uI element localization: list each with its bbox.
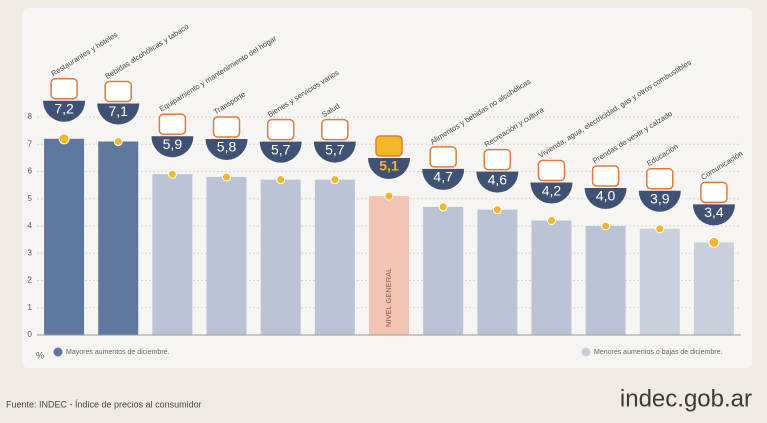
value-label: 4,7	[433, 169, 453, 185]
legend-swatch	[53, 347, 63, 357]
value-badge	[151, 136, 194, 158]
value-label: 4,6	[488, 171, 508, 187]
source: Fuente: INDEC - Índice de precios al con…	[6, 399, 202, 409]
value-label: 5,7	[325, 141, 345, 157]
bar-dot	[276, 175, 286, 185]
value-badge	[638, 190, 681, 212]
y-tick-label: 6	[28, 167, 33, 176]
value-label: 5,1	[379, 158, 399, 174]
value-badge	[259, 141, 302, 163]
value-badge	[97, 103, 140, 125]
value-label: 5,8	[217, 139, 237, 155]
value-label: 5,7	[271, 141, 291, 157]
value-badge	[476, 171, 519, 193]
y-tick-label: 3	[28, 248, 33, 257]
bar	[369, 196, 409, 335]
brand: indec.gob.ar	[620, 385, 752, 412]
bar-dot	[167, 169, 177, 179]
value-label: 7,2	[54, 101, 74, 117]
icon	[429, 146, 457, 168]
bar-dot	[438, 202, 448, 212]
bar	[314, 179, 355, 335]
value-badge	[530, 182, 573, 204]
value-badge	[368, 158, 410, 180]
icon	[321, 118, 349, 141]
bar-dot	[601, 221, 611, 231]
icon	[700, 181, 728, 204]
bar	[477, 209, 518, 335]
value-label: 5,9	[163, 136, 183, 152]
value-badge	[313, 141, 356, 163]
bar	[206, 176, 247, 335]
y-axis-label: %	[36, 350, 44, 360]
value-label: 7,1	[108, 103, 128, 119]
icon	[483, 148, 512, 171]
icon	[50, 78, 78, 100]
value-label: 4,2	[542, 182, 562, 198]
bar	[693, 242, 734, 335]
bar	[423, 206, 464, 335]
value-badge	[43, 100, 86, 122]
bar	[260, 179, 301, 335]
bar-dot	[384, 191, 394, 201]
y-tick-label: 5	[28, 194, 33, 203]
value-badge	[584, 188, 627, 209]
y-tick-label: 1	[28, 303, 33, 312]
icon	[375, 135, 403, 157]
value-badge	[692, 204, 735, 226]
legend-swatch	[581, 347, 591, 357]
bar-dot	[546, 216, 556, 226]
icon	[104, 80, 132, 103]
bar-dot	[330, 175, 340, 185]
icon	[646, 167, 674, 190]
bar-dot	[113, 137, 123, 147]
icon	[212, 116, 241, 138]
bar-dot	[655, 224, 665, 234]
bar	[152, 174, 193, 335]
bar	[44, 138, 85, 335]
legend-label: Mayores aumentos de diciembre.	[66, 349, 170, 356]
y-tick-label: 7	[28, 139, 33, 148]
value-label: 3,4	[704, 204, 724, 220]
icon	[266, 118, 295, 141]
bar-dot	[492, 205, 502, 215]
bar	[585, 226, 626, 335]
icon	[591, 165, 620, 187]
category-label: NIVEL GENERAL	[384, 268, 393, 327]
legend-label: Menores aumentos o bajas de diciembre.	[594, 349, 722, 356]
icon	[537, 159, 566, 182]
y-tick-label: 8	[28, 112, 33, 121]
y-tick-label: 2	[28, 276, 33, 285]
bar	[531, 220, 572, 335]
icon	[158, 113, 187, 135]
bar-dot	[58, 133, 70, 145]
bar-dot	[222, 172, 232, 182]
value-badge	[422, 168, 465, 190]
value-badge	[205, 138, 248, 160]
bar-dot	[708, 236, 720, 248]
bar	[639, 228, 680, 335]
bar	[98, 141, 139, 335]
y-tick-label: 4	[28, 221, 33, 230]
y-tick-label: 0	[28, 330, 33, 339]
value-label: 4,0	[596, 188, 616, 204]
value-label: 3,9	[650, 190, 670, 206]
